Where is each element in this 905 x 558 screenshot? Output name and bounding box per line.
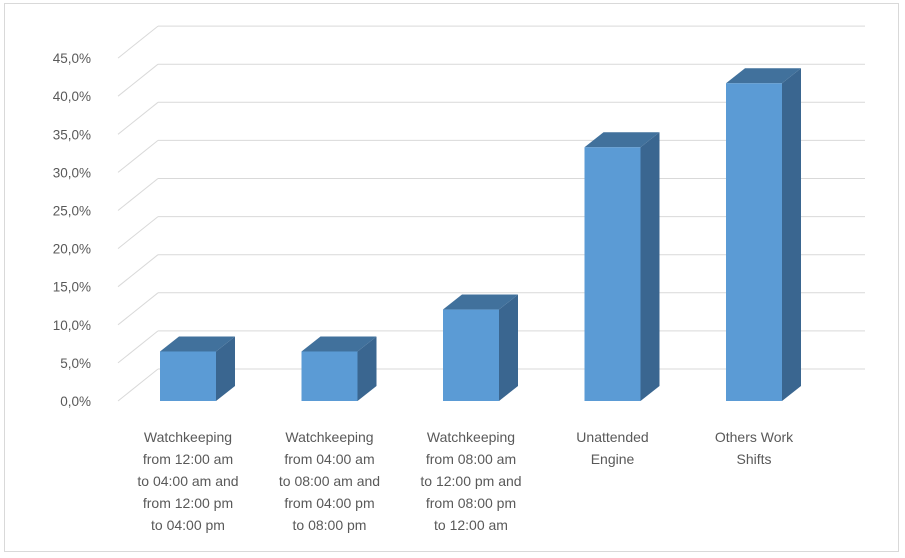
gridline-depth — [117, 292, 159, 326]
bar — [443, 294, 518, 401]
bar-side — [357, 336, 377, 401]
bars — [160, 68, 801, 401]
bar-top — [160, 336, 235, 352]
x-tick-label: Watchkeeping from 04:00 am to 08:00 am and… — [279, 429, 380, 533]
y-tick-label: 25,0% — [53, 204, 91, 219]
bar-top — [726, 68, 801, 84]
x-tick-label: Watchkeeping from 08:00 am to 12:00 pm and… — [420, 429, 521, 533]
bar-front — [160, 351, 216, 401]
bar-top — [301, 336, 377, 352]
bar — [584, 132, 660, 401]
y-tick-label: 0,0% — [60, 394, 91, 409]
bar — [301, 336, 377, 401]
bar-front — [443, 309, 499, 401]
bar — [160, 336, 235, 401]
gridline-depth — [117, 178, 159, 211]
y-tick-label: 15,0% — [53, 280, 91, 295]
x-tick-label: Unattended Engine — [576, 429, 648, 467]
y-tick-label: 30,0% — [53, 165, 91, 180]
gridline-depth — [117, 254, 159, 288]
y-tick-label: 10,0% — [53, 318, 91, 333]
gridline-depth — [117, 330, 159, 364]
x-tick-label: Watchkeeping from 12:00 am to 04:00 am and… — [137, 429, 238, 533]
y-tick-label: 35,0% — [53, 127, 91, 142]
x-tick-label: Others Work Shifts — [715, 429, 794, 467]
x-axis-ticks: Watchkeeping from 12:00 am to 04:00 am and… — [137, 429, 794, 533]
bar-side — [640, 132, 660, 401]
gridline-depth — [117, 216, 159, 249]
gridline-depth — [117, 368, 159, 402]
bar-top — [443, 294, 518, 310]
gridline-depth — [117, 101, 159, 135]
y-tick-label: 20,0% — [53, 242, 91, 257]
bar — [726, 68, 801, 401]
bar-front — [584, 147, 641, 401]
bar-front — [726, 83, 782, 401]
bar-side — [499, 294, 518, 401]
gridline-depth — [117, 63, 159, 97]
bar-side — [216, 336, 235, 401]
bar-side — [782, 68, 801, 401]
bar-front — [301, 351, 358, 401]
gridline-depth — [117, 140, 159, 173]
y-tick-label: 40,0% — [53, 89, 91, 104]
y-tick-label: 5,0% — [60, 356, 91, 371]
gridline-depth — [117, 25, 159, 59]
bar-top — [584, 132, 660, 148]
y-tick-label: 45,0% — [53, 51, 91, 66]
y-axis-ticks: 0,0% 5,0% 10,0% 15,0% 20,0% 25,0% 30,0% 35,0% 40… — [53, 51, 91, 409]
